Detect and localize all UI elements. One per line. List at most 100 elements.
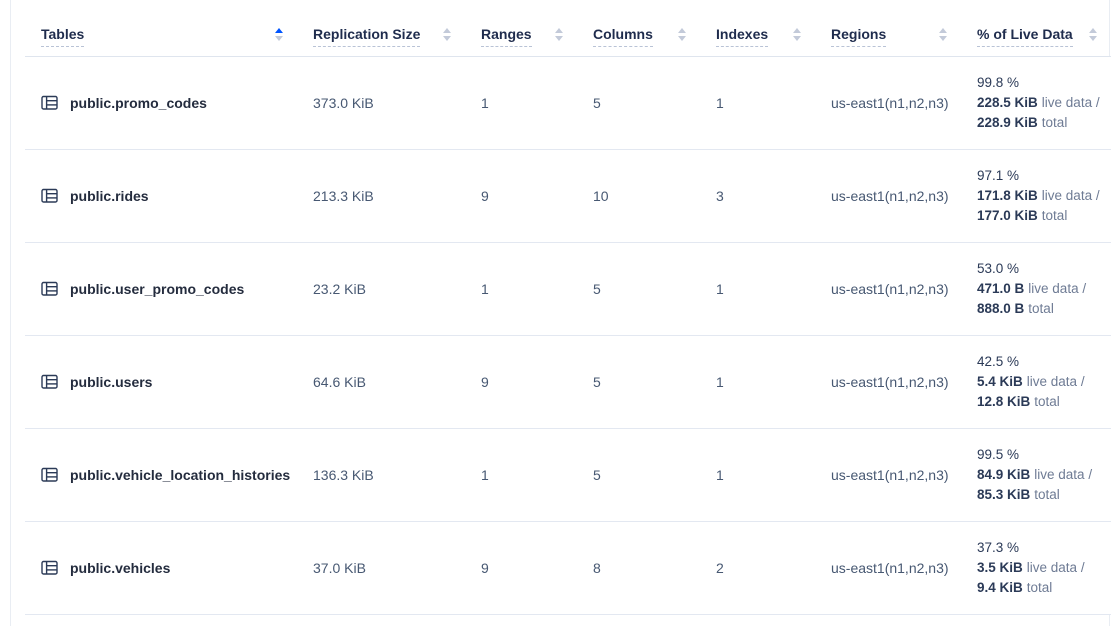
total-size-line: 177.0 KiB total — [977, 208, 1068, 223]
table-name-link[interactable]: public.user_promo_codes — [70, 281, 245, 297]
column-header-regions[interactable]: Regions — [815, 0, 961, 56]
ranges-cell: 9 — [481, 374, 489, 390]
regions-cell: us-east1(n1,n2,n3) — [831, 467, 949, 483]
live-data-cell: 99.8 % 228.5 KiB live data / 228.9 KiB tot… — [961, 73, 1114, 133]
ranges-cell: 1 — [481, 95, 489, 111]
table-icon — [41, 374, 58, 390]
column-header-ranges-label: Ranges — [481, 26, 532, 47]
table-name-cell: public.user_promo_codes — [25, 281, 297, 297]
indexes-cell: 2 — [716, 560, 724, 576]
total-size-line: 85.3 KiB total — [977, 487, 1060, 502]
live-size-line: 3.5 KiB live data / — [977, 560, 1085, 575]
tables-list: Tables Replication Size Ranges Columns I… — [25, 0, 1111, 615]
table-name-cell: public.rides — [25, 188, 297, 204]
sort-desc-icon — [678, 35, 686, 41]
table-name-link[interactable]: public.promo_codes — [70, 95, 207, 111]
table-name-link[interactable]: public.rides — [70, 188, 149, 204]
sort-icon-replication-size[interactable] — [443, 27, 451, 41]
columns-cell: 5 — [593, 374, 601, 390]
column-header-tables[interactable]: Tables — [25, 0, 297, 56]
column-header-regions-label: Regions — [831, 26, 887, 47]
sort-asc-icon — [793, 27, 801, 33]
live-percent: 99.8 % — [977, 75, 1020, 90]
sort-desc-icon — [939, 35, 947, 41]
sort-icon-tables[interactable] — [275, 27, 283, 41]
sort-asc-icon — [555, 27, 563, 33]
indexes-cell: 1 — [716, 281, 724, 297]
table-row[interactable]: public.vehicle_location_histories 136.3 … — [25, 429, 1111, 522]
live-percent: 99.5 % — [977, 447, 1020, 462]
replication-size-cell: 373.0 KiB — [313, 95, 374, 111]
regions-cell: us-east1(n1,n2,n3) — [831, 188, 949, 204]
column-header-replication-size[interactable]: Replication Size — [297, 0, 465, 56]
total-size-line: 9.4 KiB total — [977, 580, 1053, 595]
live-size-line: 84.9 KiB live data / — [977, 467, 1093, 482]
sort-asc-icon — [443, 27, 451, 33]
indexes-cell: 1 — [716, 374, 724, 390]
replication-size-cell: 64.6 KiB — [313, 374, 366, 390]
table-name-cell: public.vehicle_location_histories — [25, 467, 297, 483]
column-header-indexes-label: Indexes — [716, 26, 769, 47]
sort-desc-icon — [555, 35, 563, 41]
column-header-indexes[interactable]: Indexes — [700, 0, 815, 56]
columns-cell: 5 — [593, 95, 601, 111]
table-row[interactable]: public.vehicles 37.0 KiB 9 8 2 us-east1(… — [25, 522, 1111, 615]
live-data-cell: 37.3 % 3.5 KiB live data / 9.4 KiB total — [961, 538, 1111, 598]
regions-cell: us-east1(n1,n2,n3) — [831, 281, 949, 297]
column-header-replication-size-label: Replication Size — [313, 26, 421, 47]
regions-cell: us-east1(n1,n2,n3) — [831, 560, 949, 576]
table-icon — [41, 467, 58, 483]
column-header-columns[interactable]: Columns — [577, 0, 700, 56]
regions-cell: us-east1(n1,n2,n3) — [831, 95, 949, 111]
sort-desc-icon — [275, 35, 283, 41]
replication-size-cell: 37.0 KiB — [313, 560, 366, 576]
table-name-cell: public.vehicles — [25, 560, 297, 576]
ranges-cell: 1 — [481, 281, 489, 297]
sort-asc-icon — [1089, 27, 1097, 33]
table-name-link[interactable]: public.users — [70, 374, 153, 390]
indexes-cell: 3 — [716, 188, 724, 204]
sort-desc-icon — [793, 35, 801, 41]
live-size-line: 171.8 KiB live data / — [977, 188, 1100, 203]
table-icon — [41, 95, 58, 111]
table-name-link[interactable]: public.vehicle_location_histories — [70, 467, 291, 483]
replication-size-cell: 23.2 KiB — [313, 281, 366, 297]
sort-desc-icon — [443, 35, 451, 41]
regions-cell: us-east1(n1,n2,n3) — [831, 374, 949, 390]
column-header-columns-label: Columns — [593, 26, 653, 47]
column-header-live-data[interactable]: % of Live Data — [961, 0, 1111, 56]
table-icon — [41, 281, 58, 297]
live-data-cell: 99.5 % 84.9 KiB live data / 85.3 KiB total — [961, 445, 1111, 505]
sort-icon-indexes[interactable] — [793, 27, 801, 41]
table-name-link[interactable]: public.vehicles — [70, 560, 171, 576]
replication-size-cell: 136.3 KiB — [313, 467, 374, 483]
columns-cell: 5 — [593, 467, 601, 483]
sort-icon-regions[interactable] — [939, 27, 947, 41]
sort-icon-ranges[interactable] — [555, 27, 563, 41]
total-size-line: 12.8 KiB total — [977, 394, 1060, 409]
live-size-line: 228.5 KiB live data / — [977, 95, 1100, 110]
columns-cell: 10 — [593, 188, 609, 204]
live-percent: 37.3 % — [977, 540, 1020, 555]
sort-icon-live-data[interactable] — [1089, 27, 1097, 41]
table-header-row: Tables Replication Size Ranges Columns I… — [25, 0, 1111, 57]
table-row[interactable]: public.promo_codes 373.0 KiB 1 5 1 us-ea… — [25, 57, 1111, 150]
sort-icon-columns[interactable] — [678, 27, 686, 41]
column-header-tables-label: Tables — [41, 26, 85, 47]
table-row[interactable]: public.rides 213.3 KiB 9 10 3 us-east1(n… — [25, 150, 1111, 243]
column-header-ranges[interactable]: Ranges — [465, 0, 577, 56]
sort-asc-icon — [275, 27, 283, 33]
live-size-line: 5.4 KiB live data / — [977, 374, 1085, 389]
tables-page-container: Tables Replication Size Ranges Columns I… — [10, 0, 1111, 626]
live-data-cell: 97.1 % 171.8 KiB live data / 177.0 KiB tot… — [961, 166, 1114, 226]
total-size-line: 228.9 KiB total — [977, 115, 1068, 130]
replication-size-cell: 213.3 KiB — [313, 188, 374, 204]
table-row[interactable]: public.users 64.6 KiB 9 5 1 us-east1(n1,… — [25, 336, 1111, 429]
table-icon — [41, 560, 58, 576]
live-data-cell: 42.5 % 5.4 KiB live data / 12.8 KiB total — [961, 352, 1111, 412]
indexes-cell: 1 — [716, 95, 724, 111]
table-row[interactable]: public.user_promo_codes 23.2 KiB 1 5 1 u… — [25, 243, 1111, 336]
column-header-live-data-label: % of Live Data — [977, 26, 1073, 47]
